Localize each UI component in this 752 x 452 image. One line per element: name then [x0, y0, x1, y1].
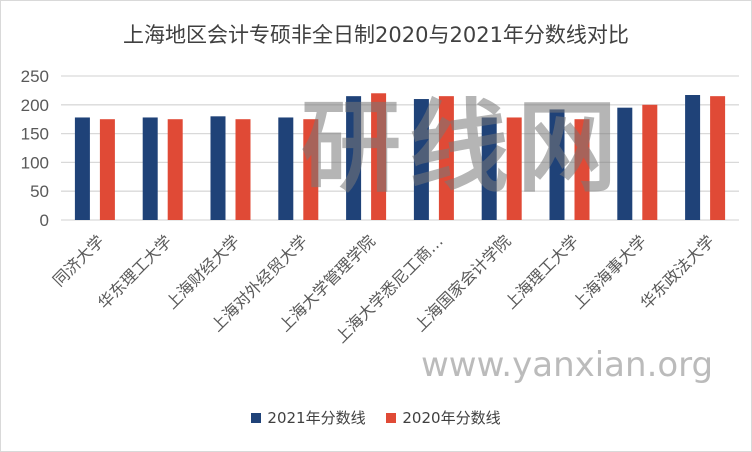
bar	[167, 119, 183, 220]
watermark-logo: 研线网	[301, 89, 625, 206]
legend-item-2020: 2020年分数线	[386, 407, 501, 428]
bar	[710, 96, 726, 220]
x-tick-label: 同济大学	[49, 231, 108, 290]
y-tick-label: 50	[30, 182, 49, 201]
bar	[617, 107, 633, 220]
bar	[574, 119, 590, 220]
legend-swatch	[386, 412, 397, 423]
bar	[235, 119, 251, 220]
bar	[642, 104, 658, 220]
plot-area: 050100150200250同济大学华东理工大学上海财经大学上海对外经贸大学上…	[21, 67, 739, 347]
y-tick-label: 250	[21, 67, 49, 86]
bar	[506, 117, 522, 220]
legend-label: 2020年分数线	[402, 409, 501, 427]
legend: 2021年分数线 2020年分数线	[1, 407, 751, 428]
bar	[371, 93, 387, 220]
bar	[413, 99, 429, 220]
bar	[303, 119, 319, 220]
legend-swatch	[251, 412, 262, 423]
bar	[481, 117, 497, 220]
bar	[74, 117, 90, 220]
y-tick-label: 150	[21, 125, 49, 144]
bar	[685, 95, 701, 220]
legend-label: 2021年分数线	[267, 409, 366, 427]
watermark-url: www.yanxian.org	[421, 345, 714, 385]
bar	[210, 116, 226, 220]
legend-item-2021: 2021年分数线	[251, 407, 366, 428]
y-tick-label: 0	[40, 211, 49, 230]
y-tick-label: 100	[21, 153, 49, 172]
bar	[549, 109, 565, 220]
chart-title: 上海地区会计专硕非全日制2020与2021年分数线对比	[123, 23, 629, 47]
y-tick-label: 200	[21, 96, 49, 115]
bar	[278, 117, 294, 220]
bar	[438, 96, 454, 220]
bar	[142, 117, 158, 220]
bar	[99, 119, 115, 220]
bar	[346, 96, 362, 220]
